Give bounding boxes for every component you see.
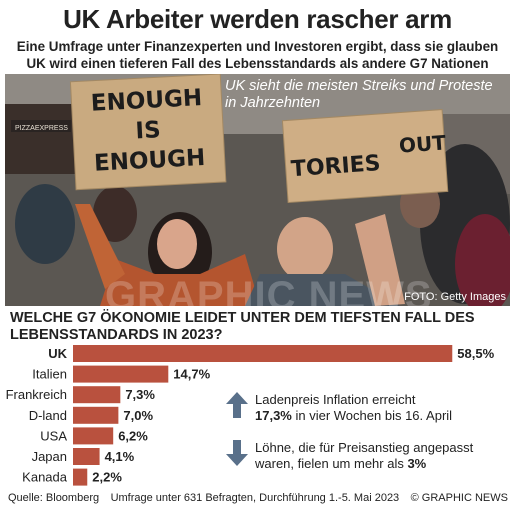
bar-usa: [73, 427, 114, 445]
bar-japan: [73, 448, 100, 465]
bar-uk: [73, 345, 453, 362]
source-note: Quelle: Bloomberg: [8, 492, 100, 504]
note-inflation-line-1: Ladenpreis Inflation erreicht: [255, 392, 416, 407]
shop-sign-text: PIZZAEXPRESS: [15, 125, 68, 132]
note-inflation-value: 17,3%: [255, 408, 292, 423]
chart-title: WELCHE G7 ÖKONOMIE LEIDET UNTER DEM TIEF…: [10, 310, 475, 343]
note-inflation: Ladenpreis Inflation erreicht 17,3% in v…: [255, 392, 452, 424]
value-label: 58,5%: [457, 346, 494, 361]
main-title: UK Arbeiter werden rascher arm: [63, 4, 452, 34]
sign-left-line-3: ENOUGH: [93, 145, 206, 177]
note-inflation-rest: in vier Wochen bis 16. April: [291, 408, 453, 423]
protest-photo: PIZZAEXPRESS ENOUGH IS ENOUGH TORIES OUT: [5, 74, 510, 306]
sign-right-line-1: TORIES: [290, 151, 381, 182]
photo-caption: UK sieht die meisten Streiks und Protest…: [225, 78, 493, 111]
category-label: Japan: [32, 449, 67, 464]
arrow-up-icon: [226, 392, 248, 418]
value-label: 4,1%: [105, 449, 135, 464]
category-label: UK: [48, 346, 67, 361]
note-wages-lead: waren, fielen um mehr als: [255, 456, 408, 471]
bar-kanada: [73, 468, 88, 486]
value-label: 7,3%: [125, 387, 155, 402]
category-label: D-land: [29, 408, 67, 423]
survey-note: Umfrage unter 631 Befragten, Durchführun…: [110, 492, 400, 504]
photo-watermark: GRAPHIC NEWS: [105, 274, 433, 306]
category-label: Kanada: [22, 470, 68, 485]
value-label: 6,2%: [118, 428, 148, 443]
category-label: USA: [40, 428, 67, 443]
note-wages-line-1: Löhne, die für Preisanstieg angepasst: [255, 440, 474, 455]
bar-chart: UK 58,5% Italien 14,7% Frankreich 7,3% D-land 7…: [6, 345, 495, 486]
value-label: 7,0%: [123, 408, 153, 423]
category-label: Italien: [32, 367, 67, 382]
arrow-down-icon: [226, 440, 248, 466]
bar-d-land: [73, 406, 119, 424]
sign-left-line-1: ENOUGH: [90, 85, 203, 117]
value-label: 14,7%: [173, 367, 210, 382]
bar-frankreich: [73, 386, 121, 404]
sign-left-line-2: IS: [135, 117, 161, 144]
bar-italien: [73, 365, 169, 383]
sign-right-line-2: OUT: [398, 130, 447, 157]
copyright-note: © GRAPHIC NEWS: [410, 492, 508, 504]
footer: Quelle: Bloomberg Umfrage unter 631 Befr…: [8, 492, 508, 504]
photo-illustration: PIZZAEXPRESS ENOUGH IS ENOUGH TORIES OUT: [5, 74, 510, 306]
note-wages: Löhne, die für Preisanstieg angepasst wa…: [255, 440, 473, 472]
photo-credit: FOTO: Getty Images: [404, 291, 506, 303]
category-label: Frankreich: [6, 387, 67, 402]
note-wages-value: 3%: [407, 456, 427, 471]
value-label: 2,2%: [92, 470, 122, 485]
